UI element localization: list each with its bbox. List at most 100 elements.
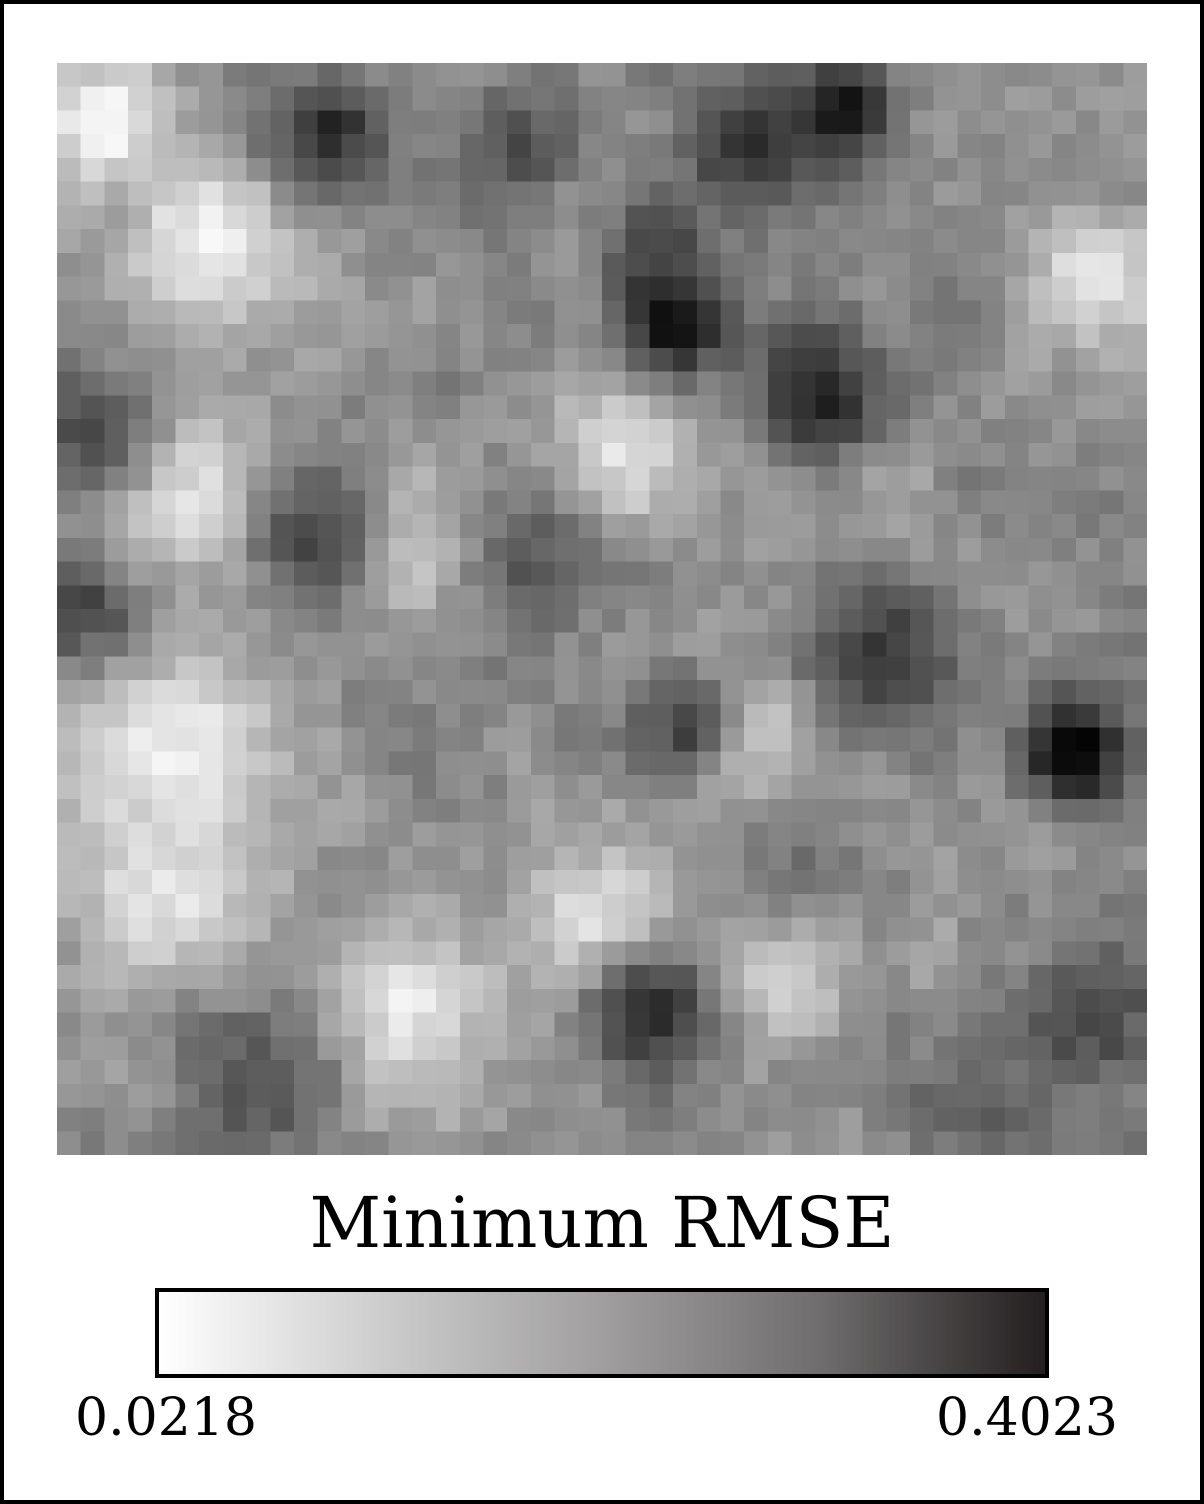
heatmap-cell [933,1012,958,1037]
heatmap-cell [578,585,603,610]
heatmap-cell [222,276,248,301]
heatmap-cell [530,490,556,515]
heatmap-cell [838,537,864,562]
heatmap-cell [199,656,224,681]
heatmap-cell [1075,347,1101,373]
heatmap-cell [293,870,319,895]
heatmap-cell [1123,205,1147,230]
heatmap-cell [57,585,82,610]
heatmap-cell [744,157,769,183]
heatmap-cell [222,537,248,562]
heatmap-cell [696,276,721,301]
heatmap-cell [696,941,721,966]
heatmap-cell [838,1012,864,1037]
heatmap-cell [246,1012,271,1037]
heatmap-cell [933,798,958,824]
heatmap-cell [175,680,200,705]
heatmap-cell [317,110,342,135]
heatmap-cell [270,181,295,206]
heatmap-cell [602,110,627,135]
heatmap-cell [838,727,864,752]
heatmap-cell [459,846,484,871]
heatmap-cell [388,1012,413,1037]
heatmap-cell [222,941,248,966]
heatmap-cell [175,870,200,895]
heatmap-cell [365,276,390,301]
heatmap-cell [530,585,556,610]
heatmap-cell [1075,442,1101,468]
heatmap-cell [151,1036,176,1061]
heatmap-cell [507,181,532,206]
heatmap-cell [1052,229,1077,254]
heatmap-cell [815,157,840,183]
heatmap-cell [1075,86,1101,111]
heatmap-cell [1123,965,1147,990]
heatmap-cell [910,727,935,752]
heatmap-cell [270,870,295,895]
heatmap-cell [910,419,935,444]
heatmap-cell [151,276,176,301]
heatmap-cell [1075,703,1101,729]
heatmap-cell [365,466,390,491]
heatmap-cell [910,1083,935,1108]
heatmap-cell [933,252,958,278]
heatmap-cell [554,561,579,586]
heatmap-cell [981,229,1006,254]
heatmap-cell [1123,727,1147,752]
heatmap-cell [128,514,153,539]
heatmap-cell [530,324,556,349]
heatmap-cell [744,110,769,135]
heatmap-cell [602,86,627,111]
heatmap-cell [436,300,461,325]
heatmap-cell [720,917,745,942]
heatmap-cell [957,514,982,539]
heatmap-cell [483,798,508,824]
heatmap-cell [483,347,508,373]
heatmap-cell [1028,1107,1053,1132]
heatmap-cell [1099,1083,1124,1108]
heatmap-cell [554,514,579,539]
heatmap-cell [1004,965,1029,990]
heatmap-cell [1099,252,1124,278]
heatmap-cell [1052,1107,1077,1132]
heatmap-cell [80,300,105,325]
heatmap-cell [1123,252,1147,278]
colorbar-title: Minimum RMSE [309,1182,895,1264]
heatmap-cell [720,703,745,729]
heatmap-cell [483,63,508,88]
heatmap-cell [1028,917,1053,942]
heatmap-cell [104,893,129,919]
heatmap-cell [246,63,271,88]
heatmap-cell [270,347,295,373]
heatmap-cell [175,1083,200,1108]
heatmap-cell [175,324,200,349]
heatmap-cell [886,822,911,847]
heatmap-cell [886,703,911,729]
heatmap-cell [270,514,295,539]
heatmap-cell [175,181,200,206]
heatmap-cell [270,727,295,752]
heatmap-cell [1052,110,1077,135]
heatmap-cell [341,632,366,657]
heatmap-cell [815,775,840,800]
heatmap-cell [625,1036,650,1061]
heatmap-cell [151,703,176,729]
heatmap-cell [530,371,556,396]
heatmap-cell [1004,1012,1029,1037]
heatmap-cell [886,63,911,88]
heatmap-cell [602,300,627,325]
heatmap-cell [412,941,437,966]
heatmap-cell [1099,703,1124,729]
heatmap-cell [104,1012,129,1037]
heatmap-cell [104,1083,129,1108]
heatmap-cell [673,609,698,634]
heatmap-cell [720,561,745,586]
heatmap-cell [554,347,579,373]
heatmap-cell [246,1036,271,1061]
heatmap-cell [886,846,911,871]
heatmap-cell [554,134,579,159]
heatmap-cell [1004,632,1029,657]
heatmap-cell [910,775,935,800]
heatmap-cell [957,870,982,895]
heatmap-cell [1075,870,1101,895]
